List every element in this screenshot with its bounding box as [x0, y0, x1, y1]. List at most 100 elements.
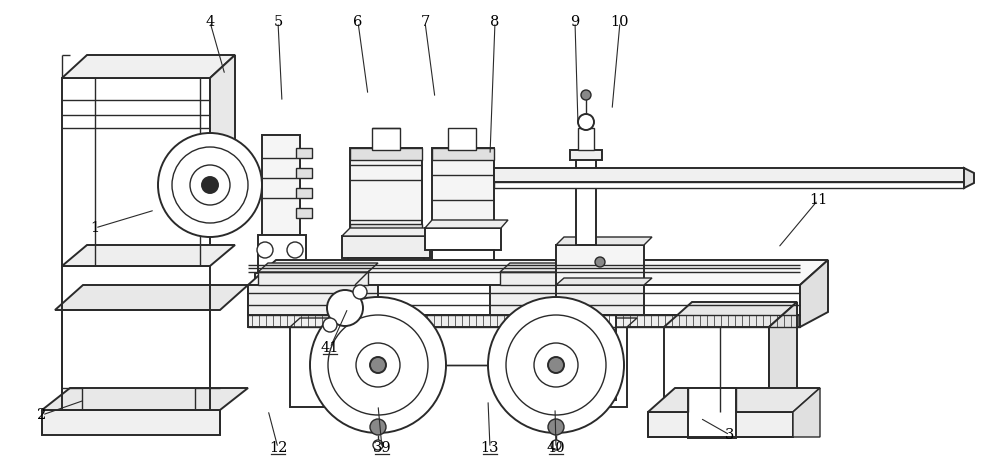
Circle shape: [328, 315, 428, 415]
Text: 1: 1: [90, 221, 100, 235]
Bar: [556, 245, 644, 285]
Text: 2: 2: [37, 408, 47, 422]
Bar: [648, 412, 793, 437]
Text: 8: 8: [490, 15, 500, 29]
Text: 4: 4: [205, 15, 215, 29]
Bar: [62, 310, 210, 410]
Bar: [255, 273, 309, 287]
Bar: [296, 208, 312, 218]
Text: 3: 3: [725, 428, 735, 442]
Polygon shape: [42, 410, 220, 435]
Bar: [258, 235, 306, 273]
Bar: [448, 128, 476, 150]
Bar: [348, 258, 424, 288]
Bar: [350, 148, 422, 160]
Bar: [350, 224, 422, 236]
Circle shape: [202, 177, 218, 193]
Bar: [576, 155, 596, 245]
Circle shape: [323, 318, 337, 332]
Polygon shape: [62, 245, 235, 266]
Polygon shape: [42, 388, 248, 410]
Circle shape: [172, 147, 248, 223]
Polygon shape: [512, 318, 637, 327]
Text: 9: 9: [570, 15, 580, 29]
Text: 6: 6: [353, 15, 363, 29]
Bar: [296, 188, 312, 198]
Polygon shape: [556, 278, 652, 285]
Circle shape: [310, 297, 446, 433]
Bar: [494, 182, 964, 188]
Bar: [255, 287, 309, 317]
Text: 13: 13: [481, 441, 499, 455]
Bar: [432, 148, 494, 160]
Circle shape: [370, 357, 386, 373]
Polygon shape: [210, 55, 235, 195]
Bar: [570, 150, 602, 160]
Bar: [248, 285, 800, 315]
Bar: [578, 128, 594, 150]
Bar: [350, 148, 422, 236]
Circle shape: [327, 290, 363, 326]
Polygon shape: [258, 263, 378, 272]
Polygon shape: [55, 285, 248, 310]
Polygon shape: [425, 220, 508, 228]
Bar: [556, 285, 644, 315]
Text: 12: 12: [269, 441, 287, 455]
Circle shape: [353, 285, 367, 299]
Polygon shape: [648, 388, 820, 412]
Bar: [290, 327, 380, 407]
Bar: [432, 250, 494, 288]
Text: 41: 41: [321, 341, 339, 355]
Bar: [62, 78, 210, 266]
Bar: [248, 315, 800, 327]
Text: 5: 5: [273, 15, 283, 29]
Bar: [296, 168, 312, 178]
Text: 39: 39: [373, 441, 391, 455]
Polygon shape: [664, 302, 797, 327]
Text: 7: 7: [420, 15, 430, 29]
Circle shape: [551, 440, 561, 450]
Bar: [342, 236, 430, 258]
Text: 10: 10: [611, 15, 629, 29]
Circle shape: [578, 114, 594, 130]
Bar: [262, 135, 300, 235]
Polygon shape: [556, 237, 652, 245]
Bar: [512, 327, 627, 407]
Bar: [425, 228, 501, 250]
Bar: [296, 148, 312, 158]
Circle shape: [506, 315, 606, 415]
Circle shape: [548, 419, 564, 435]
Circle shape: [158, 133, 262, 237]
Bar: [688, 388, 736, 438]
Bar: [664, 327, 769, 412]
Circle shape: [581, 90, 591, 100]
Bar: [258, 272, 368, 285]
Bar: [500, 272, 625, 285]
Polygon shape: [793, 388, 820, 437]
Bar: [490, 285, 635, 315]
Circle shape: [287, 242, 303, 258]
Polygon shape: [500, 263, 635, 272]
Polygon shape: [342, 228, 438, 236]
Circle shape: [548, 357, 564, 373]
Bar: [494, 168, 964, 182]
Circle shape: [595, 257, 605, 267]
Polygon shape: [62, 55, 235, 78]
Circle shape: [257, 242, 273, 258]
Circle shape: [370, 419, 386, 435]
Polygon shape: [800, 260, 828, 327]
Bar: [432, 148, 494, 228]
Bar: [580, 315, 616, 400]
Circle shape: [356, 343, 400, 387]
Polygon shape: [964, 168, 974, 188]
Circle shape: [534, 343, 578, 387]
Circle shape: [190, 165, 230, 205]
Bar: [372, 128, 400, 150]
Polygon shape: [255, 278, 320, 287]
Polygon shape: [290, 318, 390, 327]
Circle shape: [373, 440, 383, 450]
Polygon shape: [769, 302, 797, 412]
Circle shape: [488, 297, 624, 433]
Bar: [248, 285, 378, 315]
Polygon shape: [248, 260, 828, 285]
